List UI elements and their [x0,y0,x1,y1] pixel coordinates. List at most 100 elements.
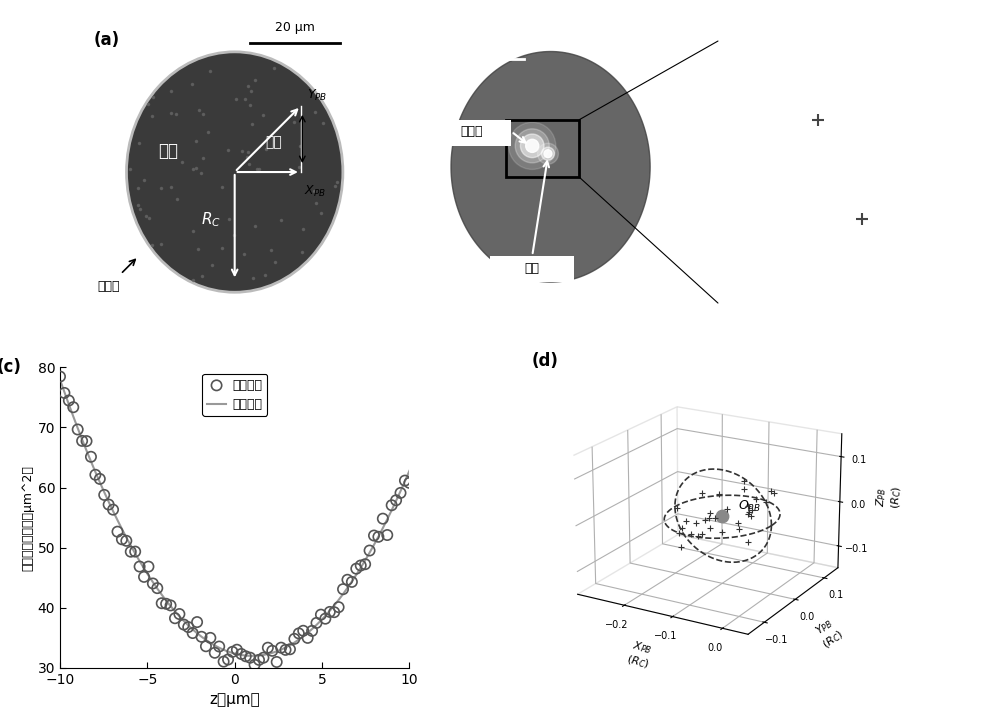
Text: 极体: 极体 [525,263,540,275]
测量结果 [264,645,280,656]
测量结果 [339,574,355,586]
Text: 胞质: 胞质 [159,142,179,160]
测量结果 [401,477,417,489]
测量结果 [269,656,285,668]
拟合结果 [297,632,309,641]
测量结果 [211,641,227,653]
测量结果 [260,642,276,653]
X-axis label: $X_{PB}$
$(R_C)$: $X_{PB}$ $(R_C)$ [625,637,655,672]
测量结果 [149,582,165,594]
Text: (c): (c) [0,359,22,376]
X-axis label: z（μm）: z（μm） [209,693,260,707]
Circle shape [520,134,544,158]
测量结果 [114,534,130,545]
测量结果 [273,642,289,653]
测量结果 [379,529,395,541]
测量结果 [132,560,148,572]
测量结果 [295,625,311,637]
测量结果 [388,494,404,506]
测量结果 [300,632,316,644]
Text: $Y_{PB}$: $Y_{PB}$ [307,88,327,103]
测量结果 [70,424,86,436]
测量结果 [140,560,156,572]
Text: 细胞核: 细胞核 [764,57,787,70]
测量结果 [251,654,267,666]
Polygon shape [451,52,650,282]
测量结果 [176,619,192,630]
测量结果 [56,387,72,399]
测量结果 [357,558,373,570]
Text: (b): (b) [441,49,467,67]
Text: $X_{PB}$: $X_{PB}$ [304,184,326,199]
Text: 极体: 极体 [265,135,282,149]
Ellipse shape [126,52,343,293]
Circle shape [541,147,554,160]
测量结果 [74,435,90,446]
测量结果 [375,513,391,524]
测量结果 [163,600,179,611]
Text: 极体: 极体 [855,266,870,280]
测量结果 [105,504,121,515]
测量结果 [154,597,170,609]
拟合结果 [271,647,283,656]
Y-axis label: 细胞核轮廓面积（μm^2）: 细胞核轮廓面积（μm^2） [22,465,35,571]
Text: (d): (d) [532,352,559,370]
Y-axis label: $Y_{PB}$
$(R_C)$: $Y_{PB}$ $(R_C)$ [811,615,847,652]
测量结果 [362,544,378,556]
测量结果 [96,489,112,501]
Circle shape [526,139,539,152]
测量结果 [216,656,232,667]
Circle shape [537,143,558,164]
测量结果 [167,613,183,624]
拟合结果 [403,467,415,476]
测量结果 [87,469,103,481]
测量结果 [207,647,223,658]
测量结果 [224,646,240,658]
测量结果 [198,640,214,652]
测量结果 [194,631,210,643]
测量结果 [331,601,347,613]
测量结果 [313,609,329,621]
拟合结果 [284,641,296,650]
测量结果 [220,653,236,665]
Circle shape [509,122,556,169]
Text: 20 μm: 20 μm [275,21,315,34]
测量结果 [282,643,298,655]
测量结果 [242,652,258,664]
测量结果 [397,475,413,486]
拟合结果 [54,375,66,384]
测量结果 [348,563,364,574]
Polygon shape [756,73,870,166]
测量结果 [344,576,360,588]
测量结果 [92,473,108,485]
测量结果 [189,616,205,628]
Line: 拟合结果: 拟合结果 [60,380,409,656]
测量结果 [118,535,134,547]
测量结果 [109,526,125,537]
测量结果 [278,644,294,656]
拟合结果 [244,651,256,660]
测量结果 [255,652,271,664]
Circle shape [544,150,552,158]
测量结果 [291,627,307,639]
测量结果 [304,625,320,637]
测量结果 [202,632,218,644]
测量结果 [366,530,382,542]
测量结果 [335,584,351,595]
测量结果 [123,546,139,558]
测量结果 [127,546,143,558]
Text: (a): (a) [93,30,120,49]
拟合结果 [368,540,380,549]
测量结果 [61,395,77,407]
Bar [506,120,579,177]
测量结果 [136,571,152,583]
测量结果 [171,608,187,620]
Text: 透明带: 透明带 [97,280,120,293]
测量结果 [101,499,117,510]
测量结果 [79,436,95,447]
测量结果 [308,617,324,629]
测量结果 [286,633,302,645]
测量结果 [393,487,409,499]
测量结果 [353,560,369,571]
测量结果 [83,451,99,462]
